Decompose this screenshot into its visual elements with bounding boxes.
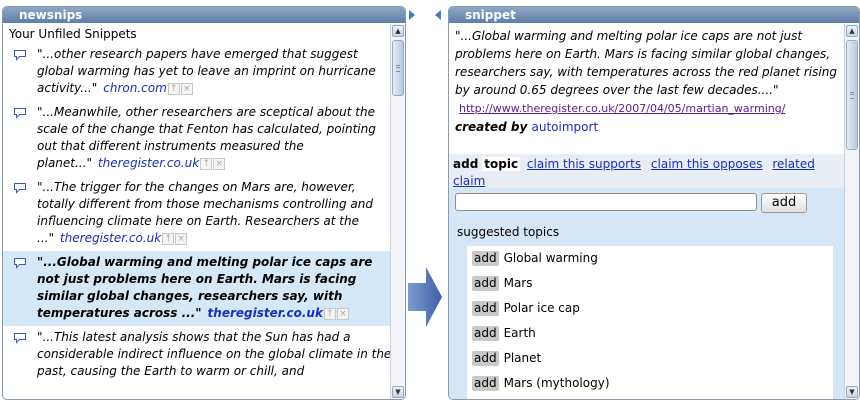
collapse-right-icon[interactable] bbox=[409, 10, 415, 20]
add-topic-button[interactable]: add bbox=[472, 301, 499, 316]
suggested-topic-item: add Polar ice cap bbox=[467, 296, 833, 321]
snippet-source-link[interactable]: theregister.co.uk bbox=[207, 306, 323, 320]
topic-label: Mars bbox=[503, 276, 533, 290]
right-scrollbar[interactable]: ▲ ▼ bbox=[844, 24, 859, 399]
created-by: created by autoimport bbox=[455, 120, 599, 134]
file-up-icon[interactable]: ↑ bbox=[200, 157, 213, 170]
snippet-source-link[interactable]: theregister.co.uk bbox=[59, 231, 162, 245]
close-icon[interactable]: × bbox=[213, 157, 226, 170]
comment-icon bbox=[14, 108, 26, 119]
snippet-item[interactable]: "...The trigger for the changes on Mars … bbox=[3, 176, 405, 251]
snippet-item[interactable]: "...This latest analysis shows that the … bbox=[3, 326, 405, 384]
tab-claim-supports[interactable]: claim this supports bbox=[526, 157, 642, 171]
snippet-text: "...other research papers have emerged t… bbox=[37, 47, 376, 95]
add-topic-button[interactable]: add bbox=[472, 351, 499, 366]
comment-icon bbox=[14, 333, 26, 344]
snippet-text: "...This latest analysis shows that the … bbox=[37, 330, 392, 378]
snippet-title: snippet bbox=[449, 7, 859, 23]
suggested-topic-item: add Planet bbox=[467, 346, 833, 371]
topic-label: Earth bbox=[503, 326, 536, 340]
add-topic-area: add suggested topics add Global warming ad… bbox=[449, 188, 845, 399]
snippet-text: "...Global warming and melting polar ice… bbox=[37, 255, 373, 320]
scroll-thumb[interactable] bbox=[846, 40, 858, 150]
suggested-topics-label: suggested topics bbox=[457, 225, 560, 239]
file-up-icon[interactable]: ↑ bbox=[167, 82, 180, 95]
scroll-up-icon[interactable]: ▲ bbox=[392, 25, 404, 37]
snippet-source-link[interactable]: chron.com bbox=[103, 81, 167, 95]
suggested-topic-item: add Global warming bbox=[467, 246, 833, 271]
snippet-panel: snippet "...Global warming and melting p… bbox=[448, 6, 860, 400]
snippet-url-link[interactable]: http://www.theregister.co.uk/2007/04/05/… bbox=[459, 102, 786, 115]
add-topic-button[interactable]: add bbox=[472, 326, 499, 341]
suggested-topic-item: add Mars (mythology) bbox=[467, 371, 833, 396]
created-by-user-link[interactable]: autoimport bbox=[531, 120, 599, 134]
comment-icon bbox=[14, 258, 26, 269]
snippet-item[interactable]: "...other research papers have emerged t… bbox=[3, 43, 405, 101]
newsnips-title: newsnips bbox=[3, 7, 405, 23]
comment-icon bbox=[14, 183, 26, 194]
add-button[interactable]: add bbox=[761, 193, 807, 213]
newsnips-panel: newsnips Your Unfiled Snippets "...other… bbox=[2, 6, 406, 400]
unfiled-snippets-heading: Your Unfiled Snippets bbox=[9, 27, 137, 41]
scroll-thumb[interactable] bbox=[392, 40, 404, 96]
tab-related-claim[interactable]: related claim bbox=[453, 157, 815, 188]
snippet-text: "...Global warming and melting polar ice… bbox=[455, 29, 837, 115]
snippet-source-link[interactable]: theregister.co.uk bbox=[97, 156, 200, 170]
topic-label: Global warming bbox=[503, 251, 598, 265]
topic-input[interactable] bbox=[455, 193, 757, 211]
snippet-list: "...other research papers have emerged t… bbox=[3, 43, 405, 384]
snippet-item[interactable]: "...Meanwhile, other researchers are sce… bbox=[3, 101, 405, 176]
file-up-icon[interactable]: ↑ bbox=[162, 232, 175, 245]
tab-claim-opposes[interactable]: claim this opposes bbox=[650, 157, 763, 171]
close-icon[interactable]: × bbox=[336, 307, 349, 320]
close-icon[interactable]: × bbox=[175, 232, 188, 245]
tab-add[interactable]: add bbox=[453, 157, 479, 171]
snippet-text: "...Meanwhile, other researchers are sce… bbox=[37, 105, 376, 170]
close-icon[interactable]: × bbox=[180, 82, 193, 95]
add-topic-button[interactable]: add bbox=[472, 251, 499, 266]
topic-label: Polar ice cap bbox=[503, 301, 580, 315]
scroll-down-icon[interactable]: ▼ bbox=[392, 386, 404, 398]
suggested-topic-item: add Earth bbox=[467, 321, 833, 346]
scroll-down-icon[interactable]: ▼ bbox=[846, 386, 858, 398]
comment-icon bbox=[14, 50, 26, 61]
suggested-topics-list: add Global warming add Mars add Polar ice cap… bbox=[467, 246, 833, 399]
topic-label: Planet bbox=[503, 351, 542, 365]
suggested-topic-item: add Mars bbox=[467, 271, 833, 296]
scroll-up-icon[interactable]: ▲ bbox=[846, 25, 858, 37]
snippet-tabs: add topic claim this supports claim this … bbox=[449, 154, 845, 190]
add-topic-button[interactable]: add bbox=[472, 376, 499, 391]
left-scrollbar[interactable]: ▲ ▼ bbox=[390, 24, 405, 399]
add-topic-button[interactable]: add bbox=[472, 276, 499, 291]
snippet-text: "...The trigger for the changes on Mars … bbox=[37, 180, 373, 245]
collapse-left-icon[interactable] bbox=[435, 10, 441, 20]
topic-label: Mars (mythology) bbox=[503, 376, 610, 390]
flow-arrow-icon bbox=[408, 267, 442, 327]
tab-topic[interactable]: topic bbox=[482, 157, 521, 171]
snippet-item[interactable]: "...Global warming and melting polar ice… bbox=[3, 251, 405, 326]
file-up-icon[interactable]: ↑ bbox=[323, 307, 336, 320]
